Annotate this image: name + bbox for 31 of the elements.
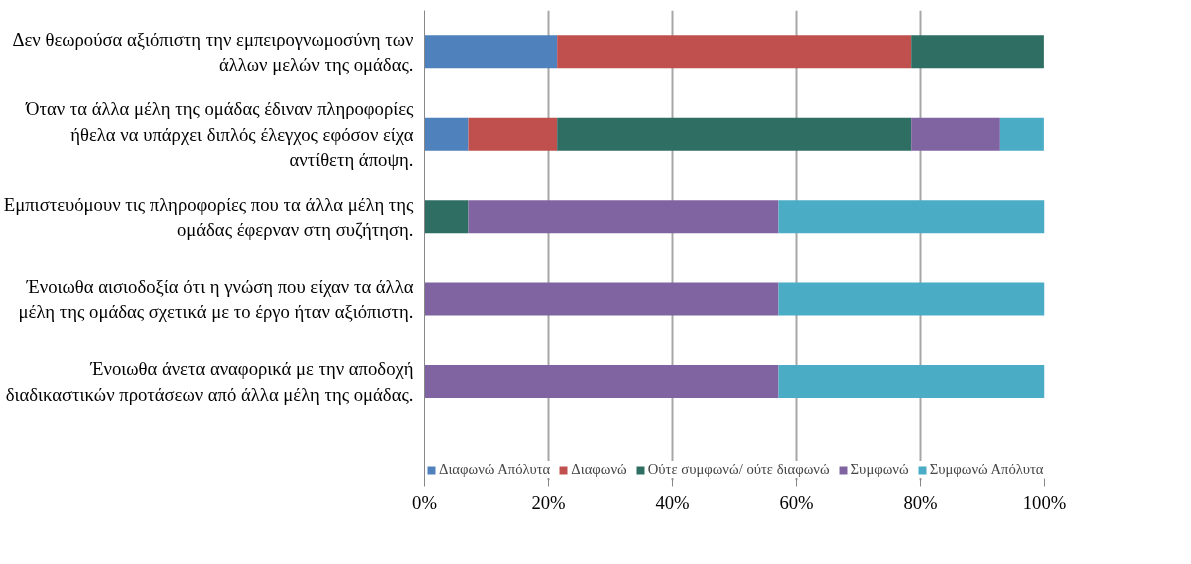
bar (468, 117, 558, 151)
bar (557, 35, 912, 69)
x-tick-label: 40% (655, 491, 690, 513)
bar (911, 35, 1044, 69)
y-tick-label: Ένοιωθα αισιοδοξία ότι η γνώση που είχαν τα άλλα μέλη της ομάδας σχετικά με το έργο ήταν αξιόπιστη. (18, 276, 414, 323)
y-tick-label: Ένοιωθα άνετα αναφορικά με την αποδοχή διαδικαστικών προτάσεων από άλλα μέλη της ομάδας. (5, 358, 414, 405)
bar (778, 200, 1045, 234)
x-tick-label: 100% (1022, 491, 1067, 513)
x-tick-label: 0% (412, 491, 437, 513)
legend-label: Συμφωνώ (850, 461, 909, 478)
bar (424, 117, 469, 151)
x-tick-label: 80% (903, 491, 938, 513)
y-tick-label: Εμπιστευόμουν τις πληροφορίες που τα άλλα μέλη της ομάδας έφερναν στη συζήτηση. (3, 193, 415, 240)
bar (557, 117, 912, 151)
legend-label: Συμφωνώ Απόλυτα (929, 461, 1044, 478)
bar (424, 365, 779, 399)
bar (999, 117, 1044, 151)
bar (778, 365, 1045, 399)
bar (424, 35, 558, 69)
legend-label: Διαφωνώ (571, 461, 627, 478)
x-tick-label: 20% (531, 491, 566, 513)
bar (468, 200, 779, 234)
legend-label: Ούτε συμφωνώ/ ούτε διαφωνώ (647, 461, 830, 478)
bar (778, 282, 1045, 316)
bar (911, 117, 1000, 151)
y-tick-label: Όταν τα άλλα μέλη της ομάδας έδιναν πληροφορίες ήθελα να υπάρχει διπλός έλεγχος εφόσον είχα αντίθετη άποψη. (24, 98, 415, 170)
x-tick-label: 60% (779, 491, 814, 513)
legend-label: Διαφωνώ Απόλυτα (439, 461, 551, 478)
bar (424, 200, 469, 234)
y-tick-label: Δεν θεωρούσα αξιόπιστη την εμπειρογνωμοσύνη των άλλων μελών της ομάδας. (12, 28, 414, 75)
bar (424, 282, 779, 316)
